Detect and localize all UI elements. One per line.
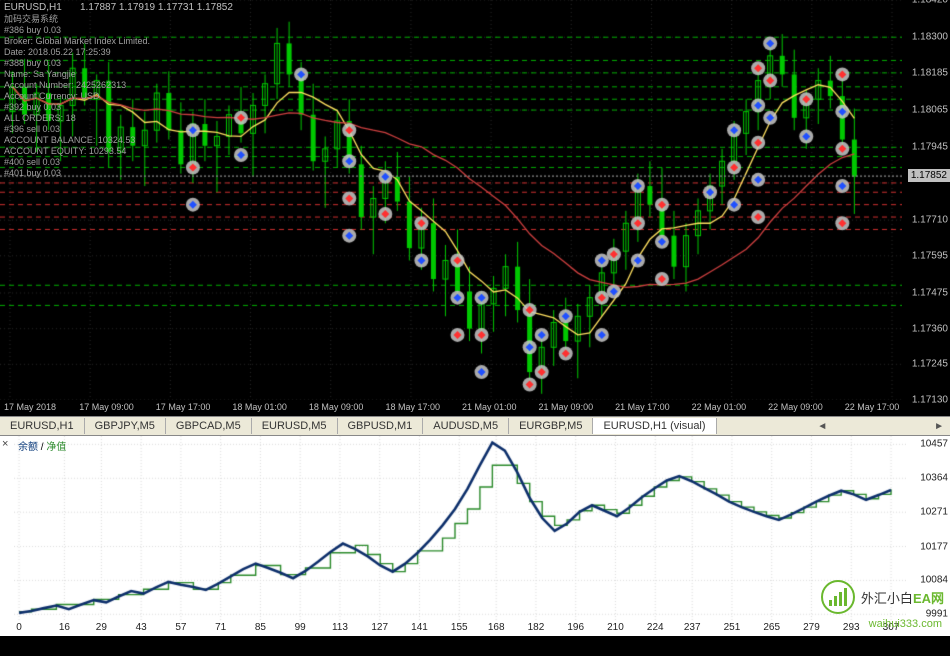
bars-icon xyxy=(821,580,855,614)
tab-eurusd-h1-visual-[interactable]: EURUSD,H1 (visual) xyxy=(593,418,716,434)
equity-legend: 余额 / 净值 xyxy=(18,438,66,453)
tab-eurgbp-m5[interactable]: EURGBP,M5 xyxy=(509,418,593,434)
equity-chart[interactable]: × 余额 / 净值 99911008410177102711036410457 … xyxy=(0,436,950,636)
chart-tabs: EURUSD,H1GBPJPY,M5GBPCAD,M5EURUSD,M5GBPU… xyxy=(0,416,950,436)
tab-gbpcad-m5[interactable]: GBPCAD,M5 xyxy=(166,418,252,434)
tab-gbpjpy-m5[interactable]: GBPJPY,M5 xyxy=(85,418,166,434)
price-chart[interactable]: EURUSD,H1 1.17887 1.17919 1.17731 1.1785… xyxy=(0,0,950,416)
close-icon[interactable]: × xyxy=(2,438,8,450)
tab-nav-left[interactable]: ◄ xyxy=(811,421,833,432)
equity-chart-canvas xyxy=(14,436,906,622)
ohlc-readout: 1.17887 1.17919 1.17731 1.17852 xyxy=(80,2,233,13)
tab-gbpusd-m1[interactable]: GBPUSD,M1 xyxy=(338,418,424,434)
chart-title: EURUSD,H1 xyxy=(4,2,62,13)
watermark-url: waihui333.com xyxy=(869,618,942,630)
tab-eurusd-m5[interactable]: EURUSD,M5 xyxy=(252,418,338,434)
price-y-axis: 1.171301.172451.173601.174751.175951.177… xyxy=(902,0,950,400)
price-x-axis: 17 May 201817 May 09:0017 May 17:0018 Ma… xyxy=(0,400,902,416)
tab-nav-right[interactable]: ► xyxy=(928,421,950,432)
tab-audusd-m5[interactable]: AUDUSD,M5 xyxy=(423,418,509,434)
tab-eurusd-h1[interactable]: EURUSD,H1 xyxy=(0,418,85,434)
info-panel: 加码交易系统#386 buy 0.03Broker: Global Market… xyxy=(4,14,150,179)
watermark-logo: 外汇小白EA网 xyxy=(821,580,944,614)
equity-x-axis: 0162943577185991131271411551681821962102… xyxy=(14,622,906,636)
